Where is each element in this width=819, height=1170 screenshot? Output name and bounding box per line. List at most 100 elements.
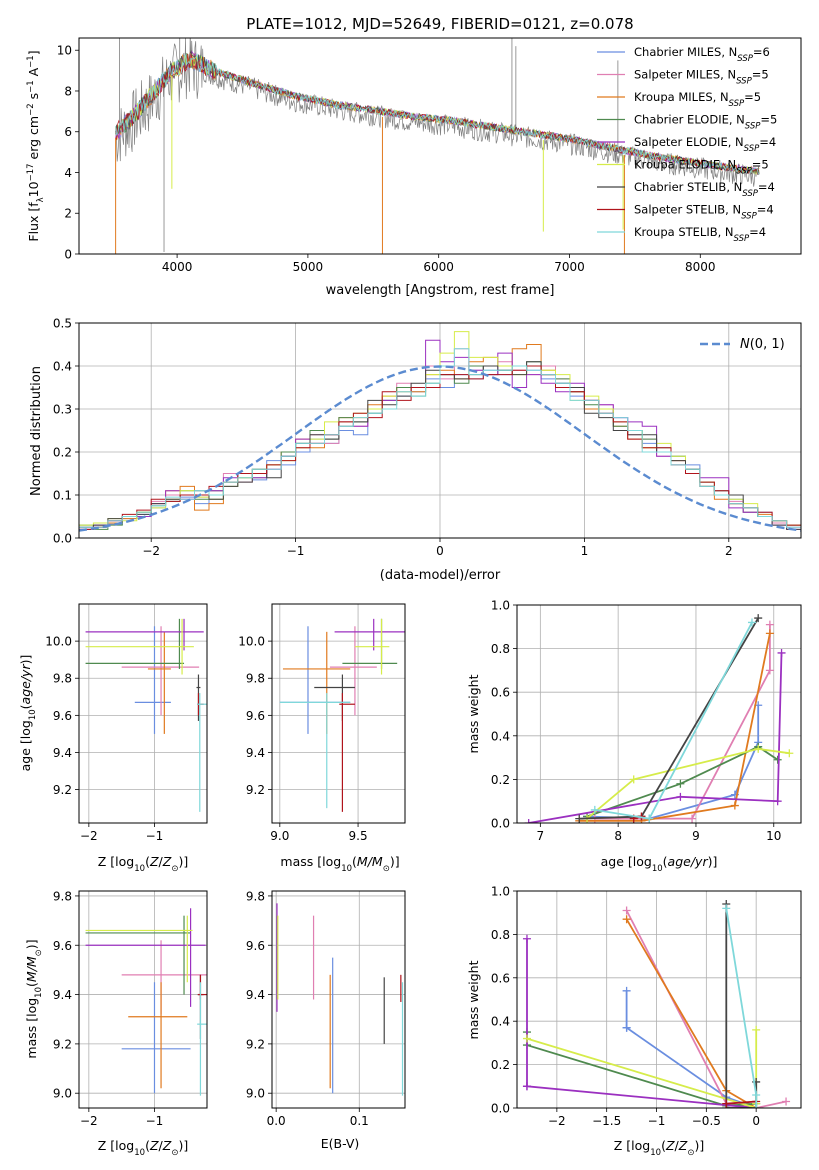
axes-frame (78, 603, 208, 824)
label-part: =5 (752, 68, 769, 82)
x-tick-label: 0 (752, 1114, 760, 1128)
panel-mass-vs-extinction: 0.0 0.1 9.0 9.2 9.4 9.6 9.8 E(B-V) (246, 889, 406, 1151)
y-tick-label: 9.4 (246, 988, 265, 1002)
y-tick-label: 0 (64, 248, 72, 262)
legend-entry: Kroupa STELIB, NSSP=4 (634, 225, 766, 244)
point-marker (765, 620, 774, 629)
y-tick-label: 0.4 (53, 360, 72, 374)
y-tick-label: 0.0 (491, 1102, 510, 1116)
plot-area (276, 903, 404, 1096)
label-part: Flux [f (26, 202, 41, 242)
model-spectrum-line (115, 53, 760, 176)
label-part: Z (149, 854, 159, 869)
point-marker (765, 666, 774, 675)
gridlines (272, 891, 405, 1108)
label-part: )] (708, 854, 718, 869)
legend-entry: Salpeter MILES, NSSP=5 (634, 68, 769, 87)
axes-frame (516, 604, 802, 824)
y-tick-label: 2 (64, 207, 72, 221)
series-line (586, 747, 790, 820)
point-marker (730, 801, 739, 810)
y-tick-label: 1.0 (491, 885, 510, 899)
label-part: 10 (134, 864, 145, 874)
point-marker (629, 775, 638, 784)
y-tick-label: 0.4 (491, 1015, 510, 1029)
label-part: =5 (744, 90, 761, 104)
label-part: age [log (18, 720, 33, 771)
y-axis-label: mass weight (466, 960, 481, 1039)
label-part: M/M (357, 854, 383, 869)
label-part: ( (145, 1138, 150, 1153)
x-tick-label: 6000 (423, 260, 454, 274)
x-tick-label: 2 (725, 544, 733, 558)
y-tick-label: 0.0 (491, 817, 510, 831)
x-axis-label: wavelength [Angstrom, rest frame] (326, 283, 555, 298)
label-part: / (675, 1138, 680, 1153)
x-tick-label: 9.5 (349, 829, 368, 843)
point-marker (722, 904, 731, 913)
label-part: )] (18, 655, 33, 665)
x-axis-label: (data-model)/error (380, 568, 501, 583)
label-part: (0, 1) (750, 337, 785, 352)
label-part: Z [log (98, 1138, 134, 1153)
legend-entry: Salpeter STELIB, NSSP=4 (634, 203, 774, 222)
y-tick-label: 0.6 (491, 971, 510, 985)
x-tick-label: −1.5 (592, 1114, 621, 1128)
point-marker (522, 1034, 531, 1043)
y-tick-label: 9.2 (53, 1037, 72, 1051)
x-tick-label: 9 (692, 829, 700, 843)
point-marker (676, 779, 685, 788)
label-part: Z [log (614, 1138, 650, 1153)
y-tick-label: 0.2 (53, 446, 72, 460)
label-part: 10 (34, 987, 44, 998)
y-tick-label: 0.5 (53, 317, 72, 331)
label-part: SSP (737, 54, 753, 64)
y-tick-label: 10.0 (45, 635, 72, 649)
x-tick-label: −2 (80, 1114, 98, 1128)
series-line (625, 990, 757, 1108)
y-tick-label: 9.2 (53, 783, 72, 797)
legend-entry: Kroupa ELODIE, NSSP=5 (634, 158, 769, 177)
legend-entry: N(0, 1) (740, 337, 785, 352)
x-axis-label: Z [log10(Z/Z⊙)] (614, 1138, 704, 1158)
x-axis-label: mass [log10(M/M⊙)] (280, 854, 399, 874)
x-tick-label: 4000 (162, 260, 193, 274)
point-marker (622, 915, 631, 924)
label-part: M/M (24, 956, 39, 982)
label-part: −1 (26, 80, 36, 93)
y-tick-label: 9.6 (246, 939, 265, 953)
label-part: erg cm (26, 116, 41, 164)
legend-entry: Chabrier STELIB, NSSP=4 (634, 180, 775, 199)
label-part: ( (18, 704, 33, 709)
x-tick-label: 0 (436, 544, 444, 558)
label-part: =4 (757, 203, 774, 217)
x-tick-label: 1 (581, 544, 589, 558)
label-part: )] (694, 1138, 704, 1153)
label-part: )] (178, 854, 188, 869)
legend: N(0, 1) (700, 337, 785, 352)
panel-mass-weight-vs-metallicity: −2 −1.5 −1 −0.5 0 0.0 0.2 0.4 0.6 0.8 1.0 Z [log10(… (466, 885, 802, 1158)
x-axis-label: E(B-V) (321, 1136, 360, 1151)
point-marker (752, 1025, 761, 1034)
gridlines (272, 604, 405, 823)
x-tick-label: 5000 (293, 260, 324, 274)
x-tick-label: 7000 (554, 260, 585, 274)
x-tick-label: −1 (648, 1114, 666, 1128)
legend-entry: Chabrier MILES, NSSP=6 (634, 45, 770, 64)
tick-labels: 0.0 0.1 9.0 9.2 9.4 9.6 9.8 (246, 889, 369, 1128)
label-part: ( (24, 982, 39, 987)
y-axis-label: Normed distribution (29, 366, 44, 496)
label-part: ⊙ (687, 1148, 694, 1158)
series-line (579, 633, 771, 822)
label-part: SSP (729, 99, 745, 109)
label-part: ( (663, 854, 668, 869)
label-part: ⊙ (383, 864, 390, 874)
y-tick-label: 0.6 (491, 686, 510, 700)
label-part: SSP (734, 234, 750, 244)
x-tick-label: −2 (548, 1114, 566, 1128)
y-axis-label: mass weight (466, 674, 481, 753)
label-part: Salpeter MILES, N (634, 68, 736, 82)
label-part: age/yr (18, 664, 33, 705)
x-tick-label: 8 (614, 829, 622, 843)
y-axis-label: age [log10(age/yr)] (18, 655, 38, 772)
